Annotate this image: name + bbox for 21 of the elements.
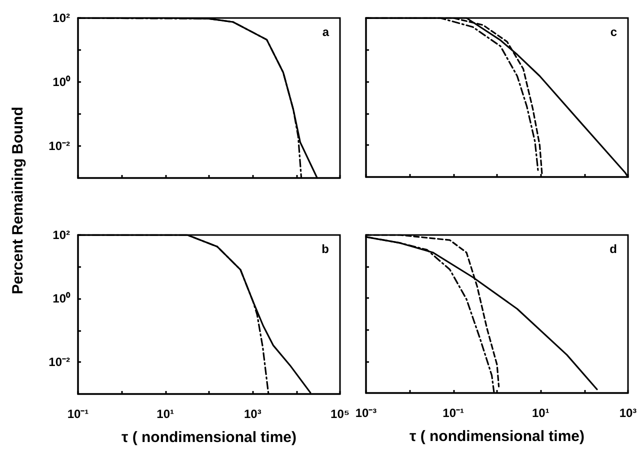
x-tick-label: 10⁵ <box>330 407 350 421</box>
y-tick-label: 10⁰ <box>52 75 71 89</box>
y-tick-label: 10⁰ <box>52 292 71 306</box>
x-tick-label: 10⁻¹ <box>67 407 89 421</box>
y-tick-label: 10² <box>52 11 70 25</box>
x-tick-label: 10¹ <box>156 407 174 421</box>
x-tick-label: 10³ <box>244 407 262 421</box>
x-axis-title: τ ( nondimensional time) <box>121 429 297 446</box>
text: a <box>322 25 330 39</box>
text: b <box>322 242 330 256</box>
y-axis-title: Percent Remaining Bound <box>10 106 26 294</box>
x-tick-label: 10⁻³ <box>355 406 377 420</box>
y-tick-label: 10⁻² <box>48 355 70 370</box>
x-tick-label: 10¹ <box>532 406 550 420</box>
x-tick-label: 10³ <box>619 406 637 420</box>
text: c <box>610 25 618 39</box>
x-axis-title: τ ( nondimensional time) <box>409 428 585 445</box>
x-tick-label: 10⁻¹ <box>442 406 464 420</box>
y-tick-label: 10² <box>52 228 70 242</box>
text: d <box>610 242 618 256</box>
y-tick-label: 10⁻² <box>48 139 70 153</box>
